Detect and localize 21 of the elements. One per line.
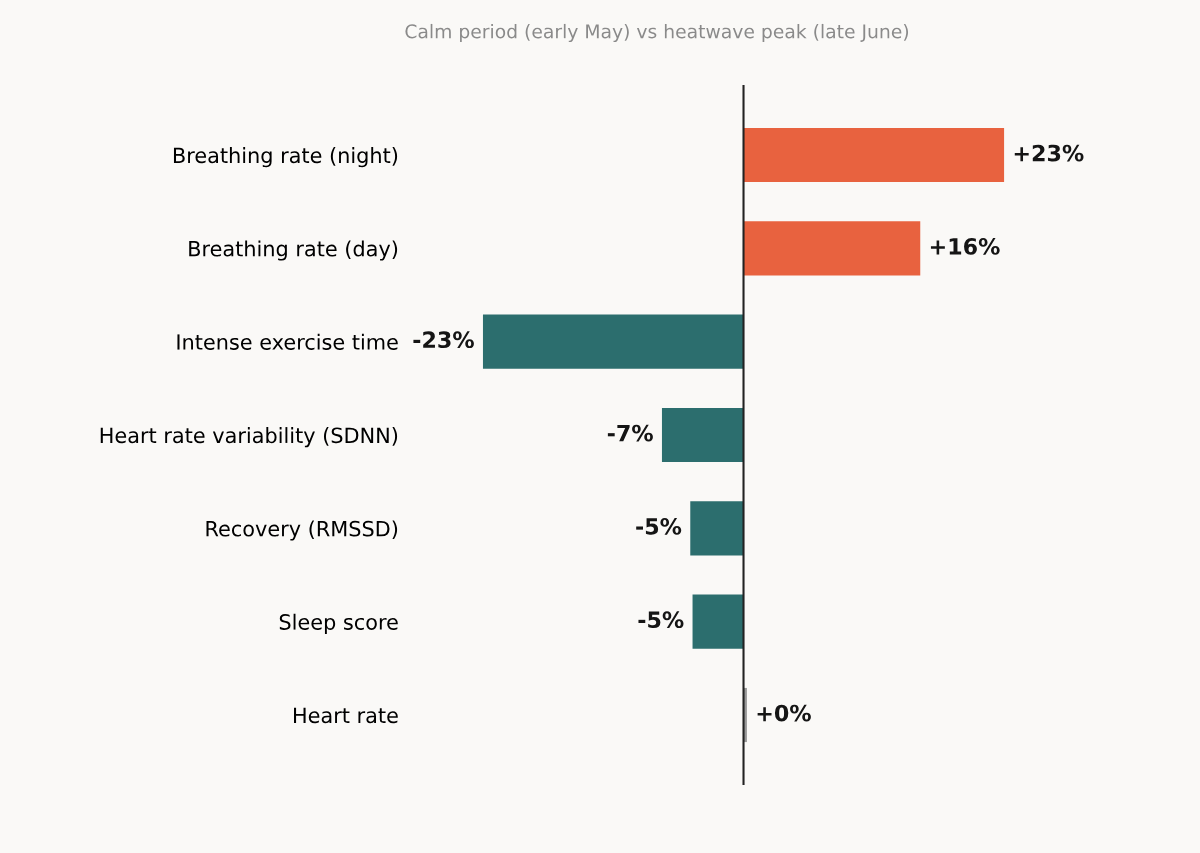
bar <box>743 221 921 276</box>
data-label: -23% <box>413 331 474 349</box>
bar <box>692 594 744 649</box>
y-tick-label: Sleep score <box>279 613 398 634</box>
y-tick-label: Breathing rate (night) <box>173 147 398 168</box>
y-tick-label: Heart rate <box>294 707 398 724</box>
data-label: +23% <box>1014 144 1084 162</box>
y-tick-label: Breathing rate (day) <box>189 240 398 261</box>
data-label: -5% <box>636 517 682 535</box>
bar <box>743 127 1005 183</box>
y-tick-label: Intense exercise time <box>177 333 398 350</box>
bar <box>661 407 744 463</box>
data-label: -5% <box>638 611 684 629</box>
y-tick-label: Recovery (RMSSD) <box>206 520 398 541</box>
data-label: +0% <box>757 704 811 722</box>
bar <box>690 501 744 556</box>
chart-title: Calm period (early May) vs heatwave peak (late June) <box>405 23 909 43</box>
y-tick-label: Heart rate variability (SDNN) <box>100 427 398 448</box>
bar <box>482 314 744 369</box>
data-label: +16% <box>930 237 1000 255</box>
data-label: -7% <box>607 424 653 442</box>
